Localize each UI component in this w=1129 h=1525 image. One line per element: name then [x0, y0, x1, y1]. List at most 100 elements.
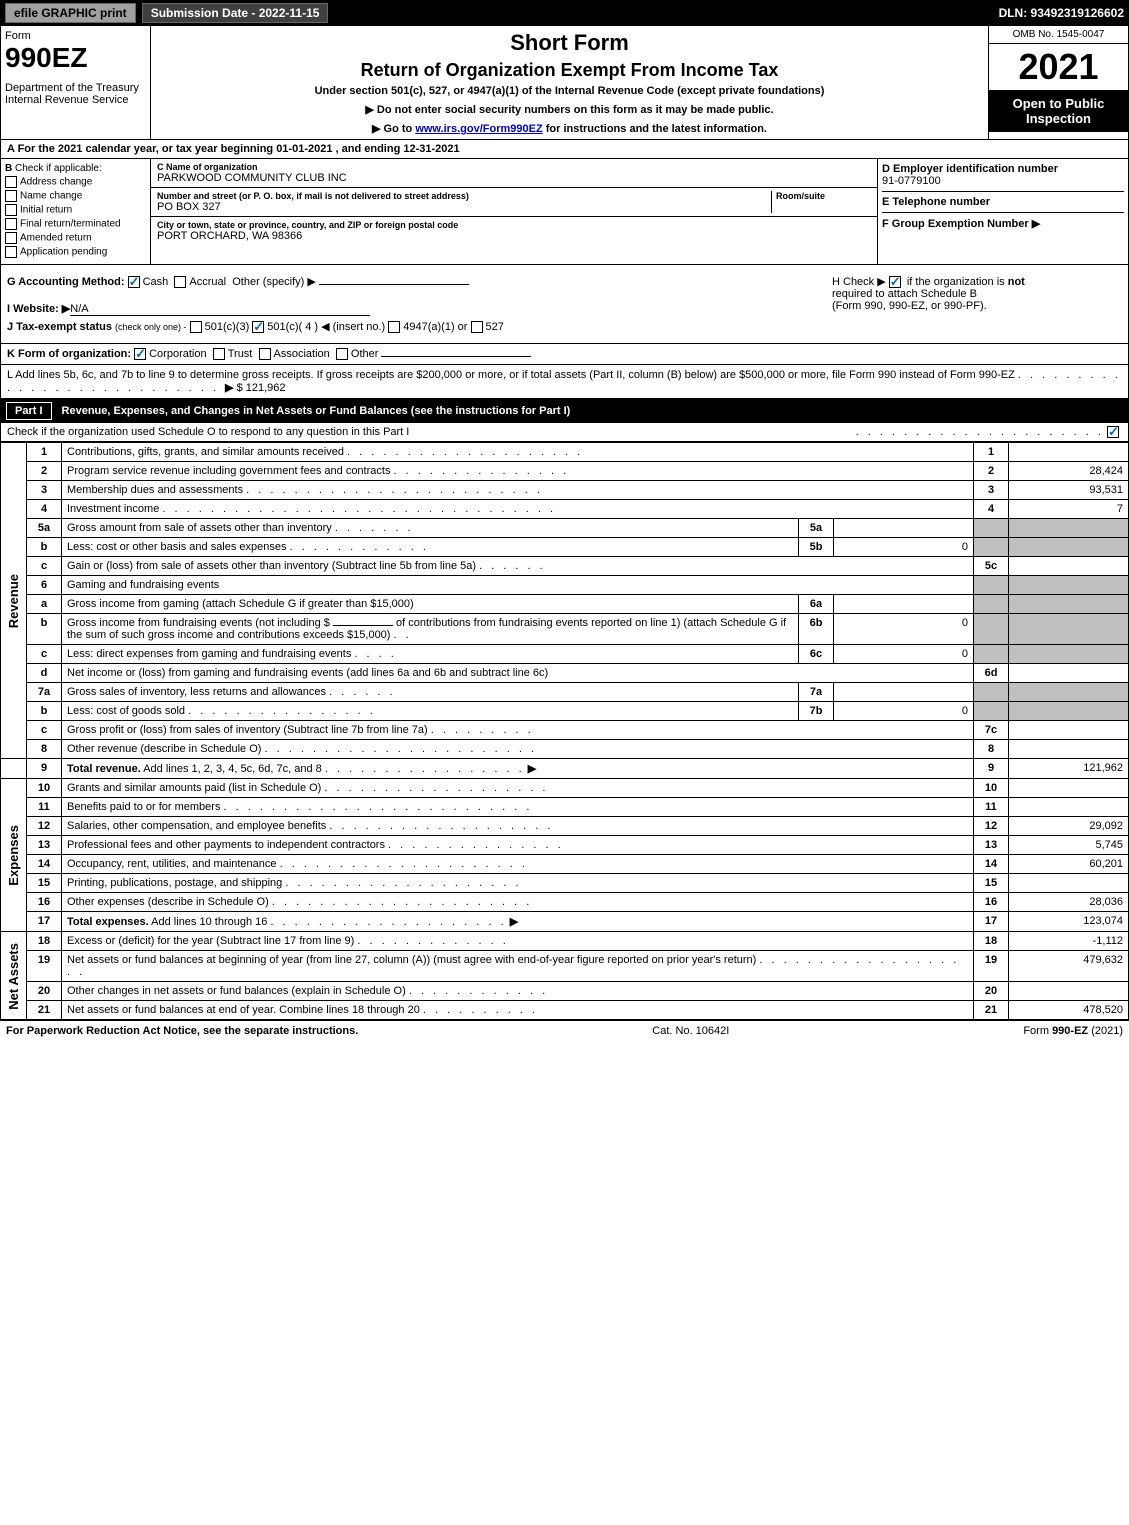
chk-assoc[interactable] [259, 348, 271, 360]
val-10 [1009, 779, 1129, 798]
ln2: 2 [27, 462, 62, 481]
footer-formref: Form 990-EZ (2021) [1023, 1025, 1123, 1037]
ln18: 18 [27, 932, 62, 951]
chk-amended-return[interactable]: Amended return [5, 232, 146, 244]
side-netassets: Net Assets [1, 932, 27, 1020]
section-l: L Add lines 5b, 6c, and 7b to line 9 to … [0, 365, 1129, 399]
line-i: I Website: ▶N/A [7, 302, 822, 316]
b-check-label: Check if applicable: [15, 163, 102, 174]
section-k: K Form of organization: Corporation Trus… [0, 344, 1129, 365]
room-label: Room/suite [776, 191, 871, 201]
chk-527[interactable] [471, 321, 483, 333]
chk-4947[interactable] [388, 321, 400, 333]
ln11: 11 [27, 798, 62, 817]
chk-final-return[interactable]: Final return/terminated [5, 218, 146, 230]
col-def: D Employer identification number 91-0779… [878, 159, 1128, 264]
efile-print-button[interactable]: efile GRAPHIC print [5, 3, 136, 23]
ln6d: d [27, 664, 62, 683]
lines-table: Revenue 1 Contributions, gifts, grants, … [0, 442, 1129, 1020]
val-5c [1009, 557, 1129, 576]
ln21: 21 [27, 1001, 62, 1020]
chk-application-pending[interactable]: Application pending [5, 246, 146, 258]
part1-tag: Part I [6, 402, 52, 420]
form-word: Form [5, 30, 146, 42]
ln1: 1 [27, 443, 62, 462]
ln8: 8 [27, 740, 62, 759]
chk-trust[interactable] [213, 348, 225, 360]
chk-cash[interactable] [128, 276, 140, 288]
chk-501c[interactable] [252, 321, 264, 333]
subtitle: Under section 501(c), 527, or 4947(a)(1)… [159, 85, 980, 97]
ln10: 10 [27, 779, 62, 798]
val-15 [1009, 874, 1129, 893]
chk-501c3[interactable] [190, 321, 202, 333]
submission-date-label: Submission Date - 2022-11-15 [142, 3, 329, 23]
chk-name-change[interactable]: Name change [5, 190, 146, 202]
col-b: B Check if applicable: Address change Na… [1, 159, 151, 264]
footer: For Paperwork Reduction Act Notice, see … [0, 1020, 1129, 1041]
val-9: 121,962 [1009, 759, 1129, 779]
val-18: -1,112 [1009, 932, 1129, 951]
ln6a: a [27, 595, 62, 614]
side-blank-9 [1, 759, 27, 779]
ln6: 6 [27, 576, 62, 595]
val-7c [1009, 721, 1129, 740]
ln15: 15 [27, 874, 62, 893]
chk-initial-return[interactable]: Initial return [5, 204, 146, 216]
val-3: 93,531 [1009, 481, 1129, 500]
dept-treasury: Department of the Treasury [5, 82, 146, 94]
f-group-label: F Group Exemption Number ▶ [882, 218, 1040, 230]
gross-receipts: $ 121,962 [237, 382, 286, 394]
ln5a: 5a [27, 519, 62, 538]
c-city-label: City or town, state or province, country… [157, 220, 871, 230]
chk-other-org[interactable] [336, 348, 348, 360]
d-ein-label: D Employer identification number [882, 163, 1058, 175]
part1-check: Check if the organization used Schedule … [0, 423, 1129, 442]
ln5c: c [27, 557, 62, 576]
ln5b: b [27, 538, 62, 557]
val-16: 28,036 [1009, 893, 1129, 912]
val-13: 5,745 [1009, 836, 1129, 855]
val-8 [1009, 740, 1129, 759]
val-1 [1009, 443, 1129, 462]
chk-address-change[interactable]: Address change [5, 176, 146, 188]
ln14: 14 [27, 855, 62, 874]
val-6d [1009, 664, 1129, 683]
line-h: H Check ▶ if the organization is not req… [832, 275, 1122, 312]
section-ghij: G Accounting Method: Cash Accrual Other … [0, 265, 1129, 344]
val-4: 7 [1009, 500, 1129, 519]
line-j: J Tax-exempt status (check only one) - 5… [7, 320, 822, 333]
irs-link[interactable]: www.irs.gov/Form990EZ [415, 123, 542, 135]
e-tel-label: E Telephone number [882, 196, 990, 208]
chk-corp[interactable] [134, 348, 146, 360]
section-a: A For the 2021 calendar year, or tax yea… [0, 140, 1129, 159]
val-19: 479,632 [1009, 951, 1129, 982]
chk-accrual[interactable] [174, 276, 186, 288]
title-short-form: Short Form [159, 30, 980, 56]
open-to-public: Open to Public Inspection [989, 90, 1128, 132]
section-bcdef: B Check if applicable: Address change Na… [0, 159, 1129, 265]
ln12: 12 [27, 817, 62, 836]
chk-sched-b[interactable] [889, 276, 901, 288]
ln16: 16 [27, 893, 62, 912]
instruction-ssn: ▶ Do not enter social security numbers o… [159, 103, 980, 116]
ln7c: c [27, 721, 62, 740]
val-14: 60,201 [1009, 855, 1129, 874]
omb-number: OMB No. 1545-0047 [989, 26, 1128, 44]
section-a-text: A For the 2021 calendar year, or tax yea… [7, 143, 460, 155]
side-revenue: Revenue [1, 443, 27, 759]
val-21: 478,520 [1009, 1001, 1129, 1020]
chk-schedule-o[interactable] [1107, 426, 1119, 438]
website-value: N/A [70, 303, 88, 315]
ln3: 3 [27, 481, 62, 500]
ln19: 19 [27, 951, 62, 982]
line-g: G Accounting Method: Cash Accrual Other … [7, 275, 822, 288]
inst2-post: for instructions and the latest informat… [543, 123, 767, 135]
ln6c: c [27, 645, 62, 664]
ln6b: b [27, 614, 62, 645]
form-header: Form 990EZ Department of the Treasury In… [0, 26, 1129, 140]
inst2-pre: ▶ Go to [372, 123, 415, 135]
val-20 [1009, 982, 1129, 1001]
ln13: 13 [27, 836, 62, 855]
dln-label: DLN: 93492319126602 [999, 6, 1124, 20]
